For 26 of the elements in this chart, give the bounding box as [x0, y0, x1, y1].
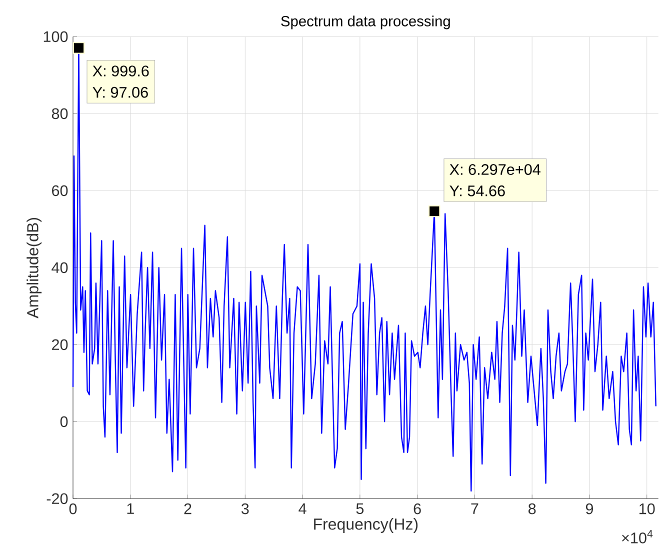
y-tick-label: 0: [60, 416, 68, 428]
y-axis-title: Amplitude(dB): [26, 218, 42, 318]
x-tick-label: 2: [184, 503, 192, 514]
x-tick-label: 0: [69, 503, 77, 514]
y-tick-label: 40: [52, 262, 68, 274]
chart-title: Spectrum data processing: [281, 16, 450, 30]
x-tick-label: 6: [414, 503, 421, 514]
y-tick-label: 100: [44, 31, 68, 42]
x-tick-label: 1: [127, 503, 134, 514]
text: ×10$^{4}$: [622, 530, 653, 544]
x-tick-label: 5: [356, 503, 364, 514]
annotation: Y: 97.06: [92, 86, 148, 98]
annotation: X: 999.6: [92, 66, 149, 76]
annotation: Y: 54.66: [450, 185, 505, 196]
y-tick-label: 20: [52, 339, 68, 350]
annotation: X: 6.297e+04: [450, 164, 540, 175]
x-tick-label: 10: [640, 503, 655, 514]
x-tick-label: 9: [586, 503, 594, 514]
x-tick-label: 7: [471, 503, 478, 514]
x-tick-label: 3: [241, 503, 249, 514]
x-tick-label: 4: [298, 503, 306, 514]
x-tick-label: 8: [528, 503, 536, 514]
x-axis-title: Frequency(Hz): [314, 518, 418, 533]
y-tick-label: -20: [46, 493, 68, 504]
y-tick-label: 80: [52, 108, 68, 120]
y-tick-label: 60: [52, 185, 68, 196]
